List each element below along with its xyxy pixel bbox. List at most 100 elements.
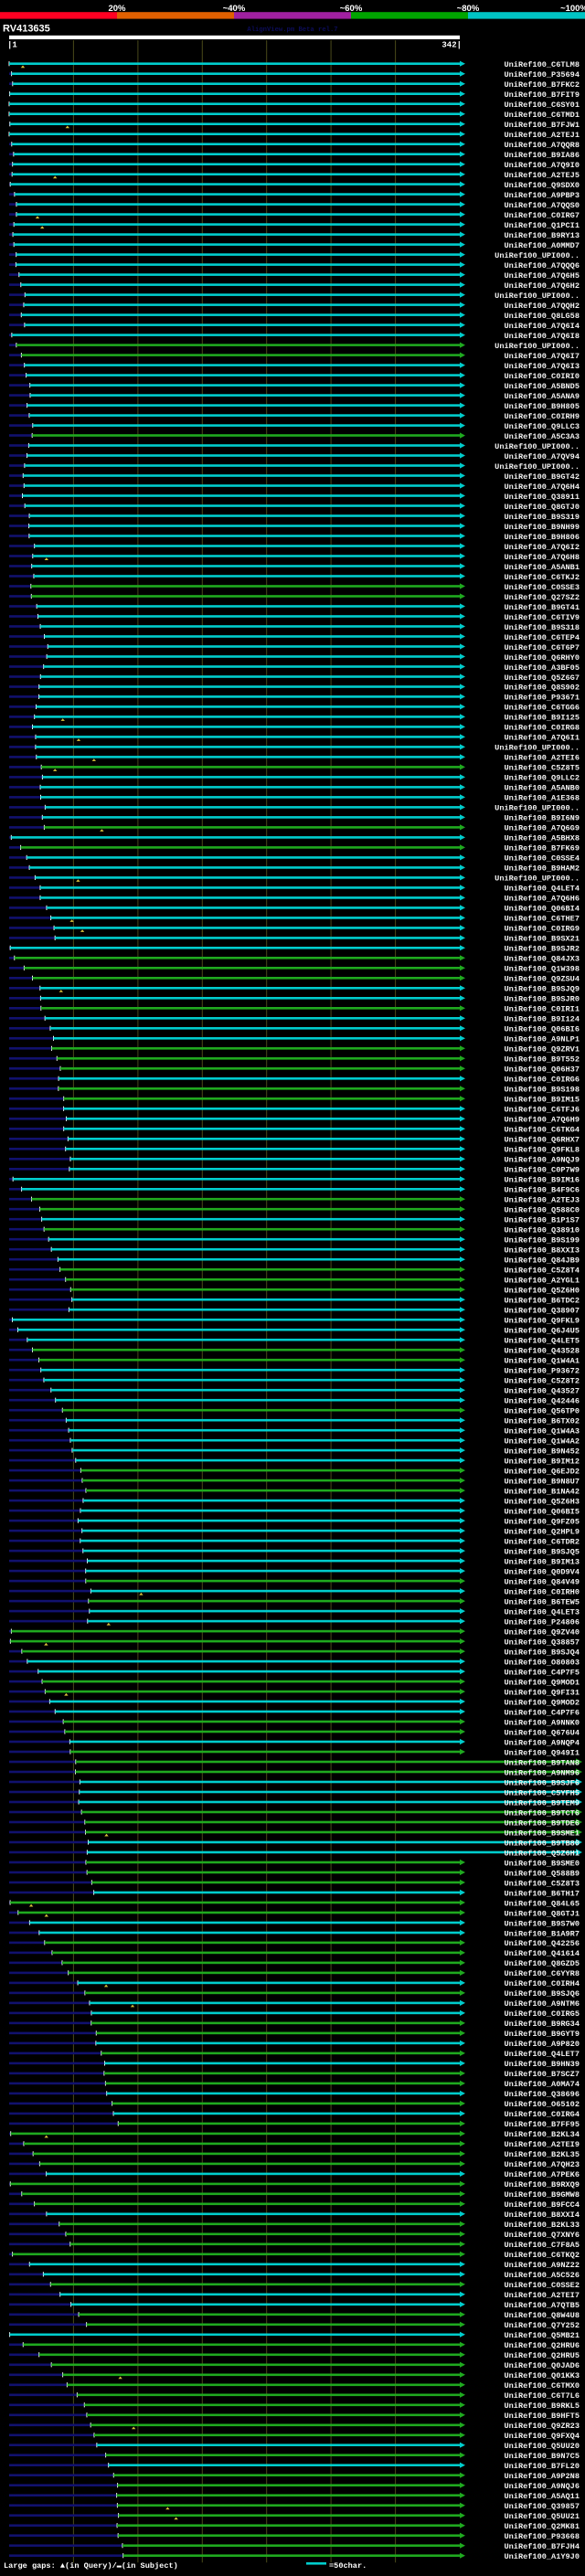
svg-text:UniRef100_B9S199: UniRef100_B9S199 bbox=[504, 1236, 580, 1246]
svg-text:UniRef100_B7FF95: UniRef100_B7FF95 bbox=[504, 2120, 580, 2129]
svg-text:UniRef100_C6TKQ2: UniRef100_C6TKQ2 bbox=[504, 2251, 580, 2260]
svg-text:UniRef100_C6SY01: UniRef100_C6SY01 bbox=[504, 101, 580, 110]
svg-text:UniRef100_Q8S902: UniRef100_Q8S902 bbox=[504, 684, 580, 693]
svg-text:UniRef100_B7FL20: UniRef100_B7FL20 bbox=[504, 2462, 580, 2471]
svg-text:UniRef100_C6TMD1: UniRef100_C6TMD1 bbox=[504, 111, 580, 120]
svg-text:UniRef100_Q4LET5: UniRef100_Q4LET5 bbox=[504, 1337, 580, 1346]
svg-text:UniRef100_B9IM15: UniRef100_B9IM15 bbox=[504, 1096, 580, 1105]
svg-text:UniRef100_Q6RHY0: UniRef100_Q6RHY0 bbox=[504, 653, 580, 663]
svg-text:UniRef100_A7Q6I4: UniRef100_A7Q6I4 bbox=[504, 322, 580, 331]
svg-text:UniRef100_Q1W4A1: UniRef100_Q1W4A1 bbox=[504, 1357, 580, 1366]
svg-text:UniRef100_C6TEP4: UniRef100_C6TEP4 bbox=[504, 633, 580, 642]
svg-text:UniRef100_UPI000..: UniRef100_UPI000.. bbox=[495, 462, 580, 472]
svg-text:UniRef100_B9TCT6: UniRef100_B9TCT6 bbox=[504, 1808, 580, 1818]
svg-text:UniRef100_UPI000..: UniRef100_UPI000.. bbox=[495, 804, 580, 813]
svg-text:UniRef100_B6TX02: UniRef100_B6TX02 bbox=[504, 1417, 580, 1426]
svg-text:UniRef100_B9SJQ6: UniRef100_B9SJQ6 bbox=[504, 1989, 580, 1998]
svg-text:UniRef100_Q9MOD1: UniRef100_Q9MOD1 bbox=[504, 1678, 580, 1687]
svg-text:UniRef100_A5C3A3: UniRef100_A5C3A3 bbox=[504, 432, 580, 441]
svg-text:UniRef100_B9SJF6: UniRef100_B9SJF6 bbox=[504, 1778, 580, 1787]
svg-text:UniRef100_Q9ZSU4: UniRef100_Q9ZSU4 bbox=[504, 975, 580, 984]
svg-text:Large gaps: ▲(in Query)/▬(in S: Large gaps: ▲(in Query)/▬(in Subject) bbox=[4, 2561, 178, 2571]
svg-text:UniRef100_B6TDC2: UniRef100_B6TDC2 bbox=[504, 1297, 580, 1306]
svg-text:UniRef100_C6T7L6: UniRef100_C6T7L6 bbox=[504, 2391, 580, 2401]
svg-text:UniRef100_Q6J4U5: UniRef100_Q6J4U5 bbox=[504, 1327, 580, 1336]
svg-text:UniRef100_A7QQQ6: UniRef100_A7QQQ6 bbox=[504, 261, 580, 270]
svg-text:UniRef100_C6TLM8: UniRef100_C6TLM8 bbox=[504, 60, 580, 69]
svg-text:UniRef100_A7QTB5: UniRef100_A7QTB5 bbox=[504, 2301, 580, 2310]
svg-text:UniRef100_Q5Z6H3: UniRef100_Q5Z6H3 bbox=[504, 1497, 580, 1506]
svg-text:UniRef100_B9T552: UniRef100_B9T552 bbox=[504, 1055, 580, 1065]
svg-text:UniRef100_O80803: UniRef100_O80803 bbox=[504, 1658, 580, 1667]
svg-text:UniRef100_Q1W4A3: UniRef100_Q1W4A3 bbox=[504, 1427, 580, 1436]
svg-text:UniRef100_P93672: UniRef100_P93672 bbox=[504, 1367, 580, 1376]
svg-text:UniRef100_A7Q6H5: UniRef100_A7Q6H5 bbox=[504, 271, 580, 281]
svg-text:UniRef100_Q9ZV40: UniRef100_Q9ZV40 bbox=[504, 1627, 580, 1637]
svg-text:UniRef100_Q9MOD2: UniRef100_Q9MOD2 bbox=[504, 1698, 580, 1707]
svg-text:UniRef100_C6TIV9: UniRef100_C6TIV9 bbox=[504, 613, 580, 622]
svg-text:UniRef100_C6TKJ2: UniRef100_C6TKJ2 bbox=[504, 573, 580, 582]
svg-text:UniRef100_Q9LLC2: UniRef100_Q9LLC2 bbox=[504, 774, 580, 783]
svg-text:UniRef100_Q676U4: UniRef100_Q676U4 bbox=[504, 1728, 580, 1737]
svg-text:UniRef100_B9HFT5: UniRef100_B9HFT5 bbox=[504, 2412, 580, 2421]
svg-text:UniRef100_B9RKL5: UniRef100_B9RKL5 bbox=[504, 2401, 580, 2411]
svg-text:UniRef100_Q0JAD6: UniRef100_Q0JAD6 bbox=[504, 2361, 580, 2370]
svg-text:UniRef100_Q42256: UniRef100_Q42256 bbox=[504, 1939, 580, 1948]
svg-text:UniRef100_Q9FI31: UniRef100_Q9FI31 bbox=[504, 1688, 580, 1697]
svg-text:UniRef100_B7FK69: UniRef100_B7FK69 bbox=[504, 844, 580, 853]
svg-text:UniRef100_P24806: UniRef100_P24806 bbox=[504, 1617, 580, 1627]
svg-text:UniRef100_Q41614: UniRef100_Q41614 bbox=[504, 1949, 580, 1958]
svg-text:UniRef100_B9SJR2: UniRef100_B9SJR2 bbox=[504, 945, 580, 954]
svg-text:UniRef100_B8XXI3: UniRef100_B8XXI3 bbox=[504, 1246, 580, 1256]
svg-text:UniRef100_Q5Z6H0: UniRef100_Q5Z6H0 bbox=[504, 1287, 580, 1296]
svg-text:UniRef100_Q38907: UniRef100_Q38907 bbox=[504, 1307, 580, 1316]
svg-text:UniRef100_A9NNK0: UniRef100_A9NNK0 bbox=[504, 1718, 580, 1727]
svg-text:~80%: ~80% bbox=[457, 4, 480, 14]
svg-text:UniRef100_Q43528: UniRef100_Q43528 bbox=[504, 1347, 580, 1356]
svg-text:UniRef100_B9N7C5: UniRef100_B9N7C5 bbox=[504, 2452, 580, 2461]
svg-text:UniRef100_B9S7W0: UniRef100_B9S7W0 bbox=[504, 1919, 580, 1928]
svg-text:UniRef100_B9GT42: UniRef100_B9GT42 bbox=[504, 472, 580, 482]
svg-text:UniRef100_A5ANA9: UniRef100_A5ANA9 bbox=[504, 392, 580, 401]
svg-text:UniRef100_C4P7F6: UniRef100_C4P7F6 bbox=[504, 1708, 580, 1717]
svg-text:UniRef100_Q5Z6H1: UniRef100_Q5Z6H1 bbox=[504, 1849, 580, 1858]
svg-text:UniRef100_B9IA86: UniRef100_B9IA86 bbox=[504, 151, 580, 160]
svg-text:UniRef100_A2TEI6: UniRef100_A2TEI6 bbox=[504, 754, 580, 763]
svg-text:UniRef100_C0SSE2: UniRef100_C0SSE2 bbox=[504, 2281, 580, 2290]
svg-text:UniRef100_B9RXQ9: UniRef100_B9RXQ9 bbox=[504, 2180, 580, 2189]
svg-text:UniRef100_Q8GTJ1: UniRef100_Q8GTJ1 bbox=[504, 1909, 580, 1918]
svg-text:UniRef100_B9H806: UniRef100_B9H806 bbox=[504, 533, 580, 542]
svg-text:UniRef100_C6T6P7: UniRef100_C6T6P7 bbox=[504, 643, 580, 652]
svg-text:UniRef100_B1P1S7: UniRef100_B1P1S7 bbox=[504, 1216, 580, 1225]
svg-text:UniRef100_UPI000..: UniRef100_UPI000.. bbox=[495, 442, 580, 451]
svg-text:UniRef100_C0IRH4: UniRef100_C0IRH4 bbox=[504, 1979, 580, 1988]
svg-text:UniRef100_A7Q9I0: UniRef100_A7Q9I0 bbox=[504, 161, 580, 170]
svg-text:UniRef100_C0IRG6: UniRef100_C0IRG6 bbox=[504, 1076, 580, 1085]
svg-text:UniRef100_Q27SZ2: UniRef100_Q27SZ2 bbox=[504, 593, 580, 602]
svg-text:UniRef100_A9P820: UniRef100_A9P820 bbox=[504, 2040, 580, 2049]
svg-text:UniRef100_Q2HRU5: UniRef100_Q2HRU5 bbox=[504, 2351, 580, 2360]
svg-text:UniRef100_Q7Y252: UniRef100_Q7Y252 bbox=[504, 2321, 580, 2330]
svg-text:UniRef100_Q9LLC3: UniRef100_Q9LLC3 bbox=[504, 422, 580, 431]
svg-text:UniRef100_B6TEW5: UniRef100_B6TEW5 bbox=[504, 1597, 580, 1606]
svg-text:UniRef100_C0IRH0: UniRef100_C0IRH0 bbox=[504, 1587, 580, 1596]
svg-text:UniRef100_A9PBP3: UniRef100_A9PBP3 bbox=[504, 191, 580, 200]
svg-text:UniRef100_B9HN39: UniRef100_B9HN39 bbox=[504, 2060, 580, 2069]
svg-text:UniRef100_C7F8A5: UniRef100_C7F8A5 bbox=[504, 2241, 580, 2250]
svg-text:UniRef100_A0MA74: UniRef100_A0MA74 bbox=[504, 2080, 580, 2089]
svg-text:UniRef100_B7FJW1: UniRef100_B7FJW1 bbox=[504, 121, 580, 130]
svg-text:UniRef100_C6TDR2: UniRef100_C6TDR2 bbox=[504, 1537, 580, 1546]
svg-text:UniRef100_B9I6N9: UniRef100_B9I6N9 bbox=[504, 814, 580, 823]
svg-text:UniRef100_B9IM13: UniRef100_B9IM13 bbox=[504, 1557, 580, 1566]
svg-text:UniRef100_A2YGL1: UniRef100_A2YGL1 bbox=[504, 1277, 580, 1286]
svg-text:UniRef100_A2TEI9: UniRef100_A2TEI9 bbox=[504, 2140, 580, 2149]
svg-text:UniRef100_C0SSE3: UniRef100_C0SSE3 bbox=[504, 583, 580, 592]
svg-text:UniRef100_B2KL34: UniRef100_B2KL34 bbox=[504, 2130, 580, 2139]
svg-text:UniRef100_B9GT41: UniRef100_B9GT41 bbox=[504, 603, 580, 612]
svg-text:UniRef100_Q2HPL9: UniRef100_Q2HPL9 bbox=[504, 1527, 580, 1536]
svg-text:UniRef100_Q1PCI1: UniRef100_Q1PCI1 bbox=[504, 221, 580, 230]
svg-text:UniRef100_B9SME0: UniRef100_B9SME0 bbox=[504, 1859, 580, 1868]
svg-text:UniRef100_C5Z8T5: UniRef100_C5Z8T5 bbox=[504, 764, 580, 773]
svg-text:UniRef100_Q06BI4: UniRef100_Q06BI4 bbox=[504, 905, 580, 914]
svg-text:UniRef100_A7Q6H9: UniRef100_A7Q6H9 bbox=[504, 1116, 580, 1125]
